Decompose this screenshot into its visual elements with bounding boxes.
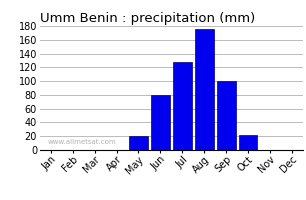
Bar <box>217 81 236 150</box>
Bar <box>239 135 257 150</box>
Bar <box>151 95 170 150</box>
Bar <box>129 136 148 150</box>
Text: Umm Benin : precipitation (mm): Umm Benin : precipitation (mm) <box>40 12 255 25</box>
Text: www.allmetsat.com: www.allmetsat.com <box>48 139 116 145</box>
Bar <box>195 29 214 150</box>
Bar <box>173 62 192 150</box>
